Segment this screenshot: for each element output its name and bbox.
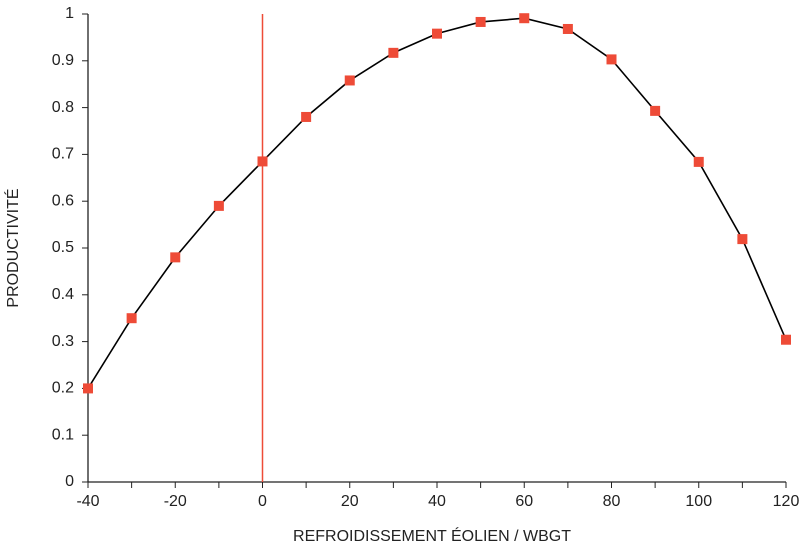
- marker: [344, 75, 355, 86]
- x-tick-label: 40: [428, 493, 446, 510]
- y-tick-label: 1: [65, 5, 74, 22]
- y-tick-label: 0.1: [52, 426, 74, 443]
- marker: [737, 234, 748, 245]
- y-tick-label: 0: [65, 473, 74, 490]
- y-tick-label: 0.2: [52, 380, 74, 397]
- x-axis-label: REFROIDISSEMENT ÉOLIEN / WBGT: [293, 526, 571, 545]
- y-axis-label: PRODUCTIVITÉ: [3, 188, 22, 307]
- x-tick-label: 100: [685, 493, 712, 510]
- x-tick-label: -20: [164, 493, 187, 510]
- marker: [475, 16, 486, 27]
- marker: [781, 334, 791, 345]
- y-tick-label: 0.5: [52, 239, 74, 256]
- marker: [693, 156, 704, 167]
- marker: [213, 200, 224, 211]
- marker: [301, 111, 312, 122]
- marker: [432, 28, 442, 39]
- marker: [388, 47, 399, 58]
- marker: [562, 23, 573, 34]
- marker: [650, 105, 661, 116]
- marker: [126, 313, 137, 324]
- x-tick-label: -40: [76, 493, 99, 510]
- marker: [83, 383, 93, 394]
- y-tick-label: 0.8: [52, 99, 74, 116]
- x-tick-label: 60: [515, 493, 533, 510]
- y-tick-label: 0.9: [52, 52, 74, 69]
- y-tick-label: 0.4: [52, 286, 74, 303]
- x-tick-label: 0: [258, 493, 267, 510]
- marker: [170, 252, 181, 263]
- x-tick-label: 20: [341, 493, 359, 510]
- y-tick-label: 0.3: [52, 333, 74, 350]
- x-tick-label: 80: [603, 493, 621, 510]
- y-tick-label: 0.6: [52, 192, 74, 209]
- x-tick-label: 120: [773, 493, 800, 510]
- series-line: [87, 17, 787, 389]
- marker: [606, 54, 617, 65]
- marker: [257, 156, 268, 167]
- y-tick-label: 0.7: [52, 146, 74, 163]
- marker: [519, 13, 530, 24]
